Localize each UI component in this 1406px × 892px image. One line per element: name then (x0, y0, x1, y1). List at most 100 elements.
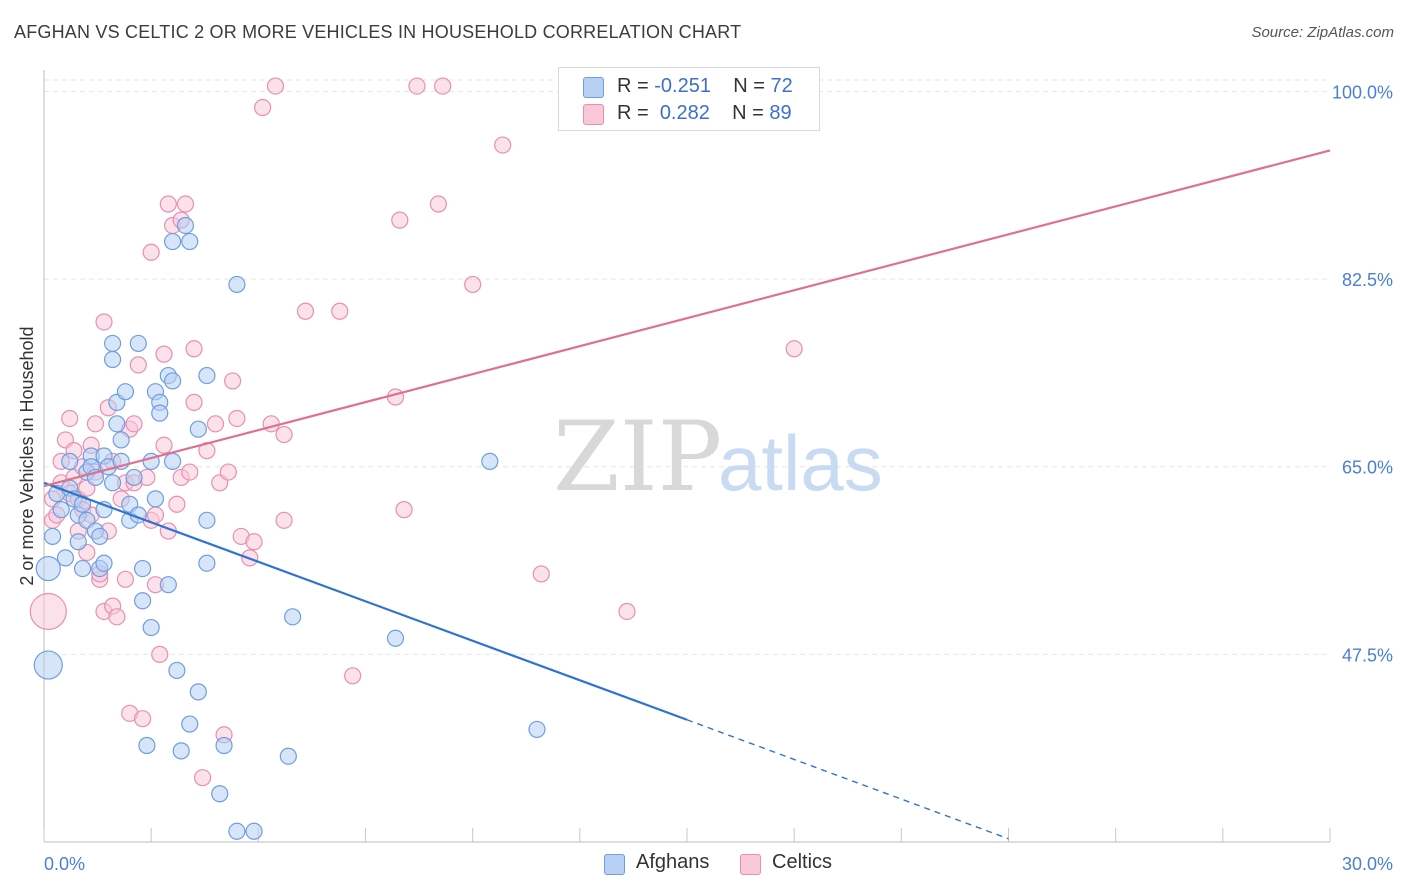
afghans-point (103, 334, 122, 353)
celtics-point (125, 415, 143, 433)
celtics-point (228, 409, 246, 428)
afghans-trend-extension (686, 719, 1009, 840)
celtics-trend-line (43, 149, 1331, 488)
afghans-point (133, 592, 152, 610)
afghans-point (142, 618, 160, 637)
afghans-point (112, 431, 130, 449)
celtics-n-label: N = (732, 102, 764, 124)
bottom-legend-celtics: Celtics (740, 851, 850, 877)
x-tick-label: 0.0% (44, 854, 85, 874)
afghans-point (151, 404, 169, 422)
grid-lines (44, 79, 1330, 655)
celtics-point (296, 302, 315, 320)
celtics-point (155, 345, 173, 363)
afghans-point (108, 415, 126, 433)
celtics-point (429, 195, 447, 213)
celtics-point (146, 506, 165, 524)
x-tick-label: 30.0% (1342, 854, 1393, 874)
y-tick-label: 65.0% (1342, 458, 1393, 478)
celtics-point (61, 409, 79, 428)
afghans-point (172, 742, 190, 760)
celtics-point (116, 570, 135, 588)
afghans-point (279, 747, 297, 765)
afghans-point (528, 720, 546, 739)
celtics-r-value: 0.282 (659, 102, 710, 124)
celtics-point (86, 415, 105, 433)
celtics-legend-label: Celtics (772, 851, 833, 873)
celtics-point (395, 501, 413, 519)
watermark-zip: ZIP (553, 401, 722, 513)
celtics-point (155, 436, 173, 454)
afghans-point (176, 216, 195, 235)
afghans-point (198, 554, 216, 572)
celtics-point (266, 77, 285, 95)
celtics-point (464, 275, 482, 294)
celtics-point (206, 415, 225, 433)
celtics-point (391, 211, 409, 229)
afghans-point (284, 608, 302, 626)
afghans-point (181, 715, 199, 733)
afghans-point (43, 527, 62, 546)
celtics-point (168, 495, 186, 513)
y-tick-label: 100.0% (1332, 82, 1393, 102)
chart-title: AFGHAN VS CELTIC 2 OR MORE VEHICLES IN H… (14, 22, 742, 42)
axis-labels: 47.5% 65.0% 82.5% 100.0% 0.0% 30.0% 2 or more … (17, 82, 1393, 874)
afghans-point (56, 549, 75, 567)
afghans-point (95, 554, 113, 572)
celtics-point (331, 302, 349, 320)
afghans-point (228, 822, 246, 840)
afghans-point (33, 650, 63, 680)
afghans-point (245, 822, 263, 840)
celtics-point (245, 533, 263, 551)
afghans-point (198, 366, 216, 385)
zipatlas-watermark: ZIP atlas (553, 401, 883, 513)
afghans-point (116, 383, 135, 401)
celtics-point (194, 769, 212, 787)
afghans-point (52, 501, 70, 519)
bottom-legend-afghans: Afghans (604, 851, 724, 877)
celtics-point (185, 340, 203, 358)
afghans-swatch (583, 77, 604, 98)
celtics-point (219, 463, 237, 481)
celtics-point (129, 356, 147, 374)
trend-lines (43, 149, 1331, 840)
afghans-point (215, 736, 233, 755)
correlation-legend: R = -0.251 N = 72 R = 0.282 N = 89 (558, 67, 820, 131)
afghans-point (91, 527, 109, 546)
celtics-point (133, 710, 152, 728)
afghans-point (133, 559, 152, 578)
afghans-point (481, 452, 499, 470)
celtics-point (159, 195, 177, 213)
afghans-point (164, 232, 182, 251)
celtics-point (142, 243, 160, 261)
celtics-point (386, 388, 405, 406)
afghans-r-label: R = (617, 75, 649, 97)
celtics-point (275, 511, 293, 529)
afghans-point (168, 661, 186, 680)
celtics-n-value: 89 (769, 102, 792, 124)
celtics-point (434, 77, 452, 95)
afghans-point (189, 683, 207, 701)
celtics-point (408, 77, 426, 95)
afghans-point (211, 785, 229, 803)
celtics-point (151, 645, 169, 663)
afghans-point (138, 736, 156, 755)
afghans-legend-label: Afghans (636, 851, 710, 873)
celtics-point (262, 415, 280, 433)
afghans-point (103, 474, 122, 492)
afghans-trend-line (43, 481, 688, 721)
celtics-point (344, 667, 362, 685)
afghans-n-label: N = (733, 75, 765, 97)
afghans-point (73, 559, 92, 578)
celtics-point (532, 565, 550, 583)
y-axis-title: 2 or more Vehicles in Household (17, 326, 37, 585)
afghans-point (164, 452, 182, 470)
celtics-point (494, 136, 512, 154)
celtics-swatch (583, 104, 604, 125)
scatter-points (29, 77, 803, 840)
celtics-point (785, 340, 803, 358)
celtics-point (254, 98, 272, 117)
celtics-point (95, 313, 113, 331)
afghans-point (129, 334, 147, 353)
